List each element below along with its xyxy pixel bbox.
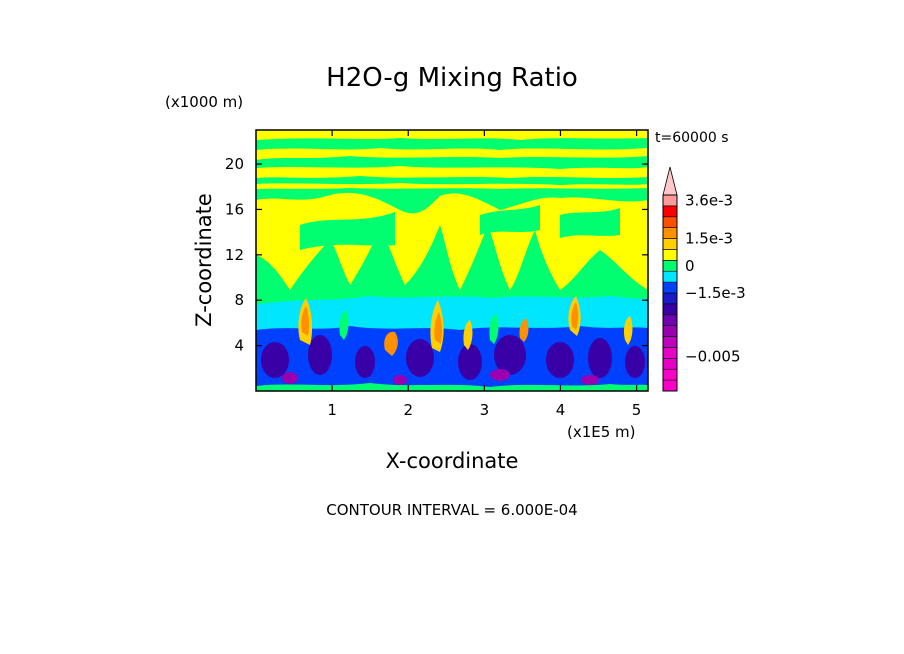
colorbar-swatch bbox=[662, 368, 678, 381]
x-tick-label: 2 bbox=[403, 401, 413, 419]
x-axis-label: X-coordinate bbox=[386, 449, 519, 473]
colorbar-swatch bbox=[662, 216, 678, 228]
yellow-plume-regions bbox=[256, 192, 648, 290]
plume-roots bbox=[298, 296, 633, 356]
x-tick-label: 1 bbox=[327, 401, 337, 419]
upper-bands bbox=[256, 130, 648, 189]
y-axis-label: Z-coordinate bbox=[192, 193, 216, 327]
contour-field bbox=[256, 130, 648, 391]
colorbar-swatch bbox=[662, 227, 678, 239]
x-tick-label: 5 bbox=[632, 401, 642, 419]
y-tick-label: 16 bbox=[225, 200, 244, 218]
x-axis: 1 2 3 4 5 bbox=[327, 130, 641, 419]
chart-title: H2O-g Mixing Ratio bbox=[326, 63, 578, 93]
colorbar-swatch bbox=[662, 194, 678, 207]
plot-frame bbox=[255, 129, 649, 392]
colorbar-swatch bbox=[662, 292, 678, 305]
colorbar-swatch bbox=[662, 260, 678, 272]
colorbar-tick-label: 1.5e-3 bbox=[685, 230, 733, 248]
colorbar-swatch bbox=[662, 314, 678, 326]
colorbar-swatch bbox=[662, 281, 678, 294]
colorbar-swatch bbox=[662, 347, 678, 359]
colorbar-tick-label: 0 bbox=[685, 257, 695, 275]
colorbar-swatch bbox=[662, 358, 678, 370]
y-axis: 4 8 12 16 20 bbox=[225, 155, 648, 355]
colorbar-tick-label: −0.005 bbox=[685, 348, 741, 366]
colorbar-labels: 3.6e-3 1.5e-3 0 −1.5e-3 −0.005 bbox=[685, 191, 746, 365]
y-tick-label: 4 bbox=[234, 337, 244, 355]
purple-cells bbox=[261, 335, 645, 385]
y-tick-label: 8 bbox=[234, 291, 244, 309]
x-multiplier-label: (x1E5 m) bbox=[567, 423, 636, 441]
colorbar-swatch bbox=[662, 303, 678, 316]
colorbar-tick-label: −1.5e-3 bbox=[685, 284, 746, 302]
x-tick-label: 3 bbox=[480, 401, 490, 419]
y-multiplier-label: (x1000 m) bbox=[165, 93, 243, 111]
colorbar-swatch bbox=[662, 325, 678, 337]
y-tick-label: 20 bbox=[225, 155, 244, 173]
surface-fringe bbox=[256, 383, 648, 391]
colorbar-frame bbox=[662, 194, 678, 392]
colorbar-swatch bbox=[662, 270, 678, 283]
time-label: t=60000 s bbox=[655, 130, 729, 146]
blue-region bbox=[256, 326, 648, 391]
colorbar-swatch bbox=[662, 238, 678, 250]
colorbar-swatch bbox=[662, 249, 678, 261]
colorbar-swatch bbox=[662, 205, 678, 218]
colorbar-tick-label: 3.6e-3 bbox=[685, 191, 733, 209]
x-tick-label: 4 bbox=[556, 401, 566, 419]
contour-interval-label: CONTOUR INTERVAL = 6.000E-04 bbox=[326, 501, 577, 519]
colorbar bbox=[662, 166, 678, 392]
colorbar-swatch bbox=[662, 336, 678, 348]
colorbar-swatch bbox=[662, 379, 678, 392]
y-tick-label: 12 bbox=[225, 246, 244, 264]
colorbar-extend-arrow bbox=[662, 166, 678, 196]
